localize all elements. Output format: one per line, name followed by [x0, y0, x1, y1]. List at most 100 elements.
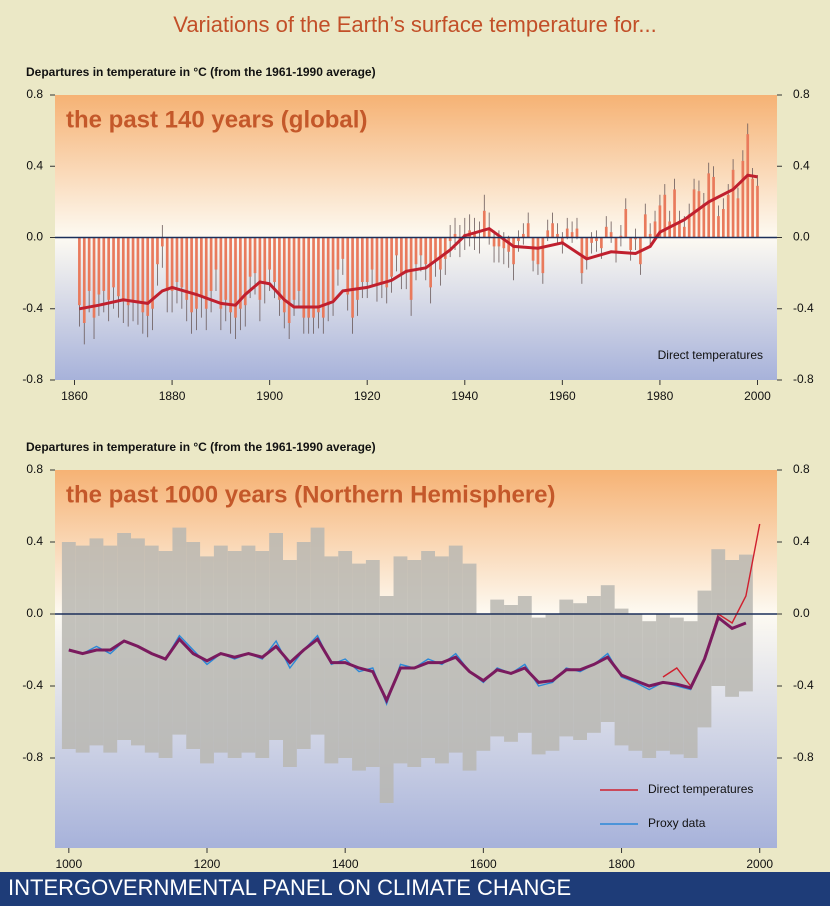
bar: [395, 237, 398, 256]
bar: [312, 237, 315, 318]
bar: [112, 237, 115, 288]
bar: [175, 237, 179, 283]
bar: [165, 237, 169, 291]
y-tick-label: -0.8: [793, 372, 814, 386]
bar: [473, 233, 476, 238]
legend-label: Direct temperatures: [648, 782, 753, 796]
uncertainty-band: [117, 533, 131, 740]
bar: [97, 237, 101, 295]
bar: [317, 237, 320, 313]
y-tick-label: 0.8: [793, 87, 810, 101]
bar: [721, 209, 725, 238]
bar: [541, 237, 545, 274]
smoothed-line: [68, 615, 747, 705]
bar: [751, 178, 754, 238]
uncertainty-band: [158, 551, 173, 758]
uncertainty-band: [393, 556, 408, 764]
bar: [682, 226, 686, 238]
y-tick-label: 0.0: [26, 230, 43, 244]
bar: [87, 237, 91, 291]
bar: [731, 169, 735, 238]
bar: [526, 223, 530, 238]
bar: [151, 237, 154, 309]
bar: [551, 223, 554, 238]
y-tick-label: 0.4: [26, 158, 43, 172]
bar: [619, 235, 623, 238]
bar: [658, 205, 662, 238]
bar: [258, 237, 262, 300]
y-tick-label: -0.8: [793, 750, 814, 764]
uncertainty-band: [144, 545, 159, 753]
uncertainty-band: [89, 538, 104, 746]
bar: [746, 134, 750, 238]
bar: [419, 237, 423, 256]
y-tick-label: 0.4: [26, 534, 43, 548]
uncertainty-band: [338, 551, 353, 758]
bar: [604, 226, 608, 238]
x-tick-label: 2000: [746, 857, 773, 871]
bar: [243, 237, 247, 306]
bar: [160, 237, 164, 247]
y-tick-label: 0.4: [793, 534, 810, 548]
footer-text: INTERGOVERNMENTAL PANEL ON CLIMATE CHANG…: [8, 875, 571, 900]
bar: [712, 176, 715, 238]
bar: [497, 237, 501, 247]
bar: [239, 237, 242, 309]
uncertainty-band: [296, 542, 311, 749]
x-tick-label: 2000: [744, 389, 771, 403]
bar: [717, 216, 720, 238]
bar: [78, 237, 81, 306]
bar: [356, 237, 359, 300]
bar: [146, 237, 150, 316]
bar: [331, 237, 335, 300]
bar: [234, 237, 237, 318]
bar: [321, 237, 325, 318]
bar: [302, 237, 306, 318]
bar: [565, 228, 569, 238]
bar: [380, 237, 384, 283]
y-tick-label: -0.4: [793, 678, 814, 692]
bar: [409, 237, 413, 300]
bar: [487, 228, 491, 238]
uncertainty-band: [131, 538, 145, 746]
bar: [248, 237, 252, 277]
bar: [156, 237, 159, 265]
bar: [229, 237, 232, 313]
y-tick-label: -0.8: [22, 372, 43, 386]
bar: [595, 237, 598, 242]
bar: [214, 237, 218, 270]
y-tick-label: 0.4: [793, 158, 810, 172]
bar: [634, 237, 637, 240]
bar: [375, 237, 379, 286]
bar: [614, 237, 618, 252]
bar: [517, 237, 520, 242]
bar: [414, 237, 418, 265]
x-tick-label: 1860: [61, 389, 88, 403]
uncertainty-band: [462, 563, 477, 771]
y-tick-label: -0.4: [22, 678, 43, 692]
bar: [278, 237, 281, 300]
x-tick-label: 1940: [451, 389, 478, 403]
y-tick-label: 0.8: [793, 462, 810, 476]
x-tick-label: 1600: [470, 857, 497, 871]
bar: [609, 232, 613, 238]
x-tick-label: 1880: [159, 389, 186, 403]
bar: [224, 237, 228, 300]
panel-heading: the past 1000 years (Northern Hemisphere…: [66, 481, 556, 508]
bar: [297, 237, 301, 291]
bar: [702, 203, 706, 238]
bar: [448, 237, 452, 242]
y-axis-label: Departures in temperature in °C (from th…: [26, 65, 376, 79]
bar: [336, 237, 340, 270]
bar: [209, 237, 213, 291]
series-line: [68, 616, 747, 707]
legend-label: Proxy data: [648, 816, 706, 830]
bar: [82, 237, 86, 323]
bar: [141, 237, 145, 313]
x-tick-label: 1960: [549, 389, 576, 403]
bar: [678, 221, 681, 238]
uncertainty-band: [435, 556, 449, 764]
bar: [346, 237, 350, 295]
bar: [292, 237, 296, 300]
